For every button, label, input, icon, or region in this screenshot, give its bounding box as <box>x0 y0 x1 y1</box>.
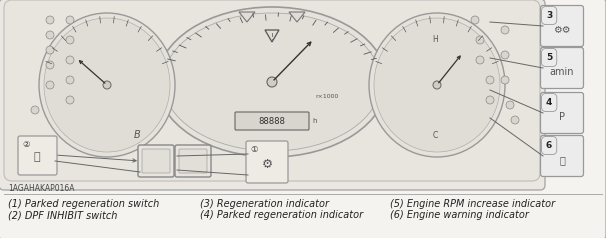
Text: 5: 5 <box>546 53 552 62</box>
Circle shape <box>46 81 54 89</box>
Polygon shape <box>265 30 279 42</box>
Text: (2) DPF INHIBIT switch: (2) DPF INHIBIT switch <box>8 210 118 220</box>
FancyBboxPatch shape <box>179 149 207 173</box>
FancyBboxPatch shape <box>541 5 584 46</box>
Text: 3: 3 <box>546 11 552 20</box>
Text: B: B <box>134 130 141 140</box>
Circle shape <box>103 81 111 89</box>
FancyBboxPatch shape <box>541 93 584 134</box>
Text: (6) Engine warning indicator: (6) Engine warning indicator <box>390 210 529 220</box>
Circle shape <box>46 61 54 69</box>
Ellipse shape <box>369 13 505 157</box>
Text: h: h <box>312 118 316 124</box>
Ellipse shape <box>157 7 387 157</box>
Text: 🔑: 🔑 <box>34 152 41 162</box>
Circle shape <box>506 101 514 109</box>
Circle shape <box>501 76 509 84</box>
Ellipse shape <box>44 18 170 152</box>
Text: (5) Engine RPM increase indicator: (5) Engine RPM increase indicator <box>390 199 555 209</box>
Text: H: H <box>432 35 438 45</box>
Circle shape <box>267 77 277 87</box>
Text: ②: ② <box>22 140 30 149</box>
FancyBboxPatch shape <box>4 0 540 181</box>
Circle shape <box>66 16 74 24</box>
Text: amin: amin <box>550 67 574 77</box>
Circle shape <box>66 96 74 104</box>
Text: ⚙⚙: ⚙⚙ <box>553 25 571 35</box>
FancyBboxPatch shape <box>175 145 211 177</box>
Text: !: ! <box>270 33 273 41</box>
FancyBboxPatch shape <box>142 149 170 173</box>
Circle shape <box>471 16 479 24</box>
Circle shape <box>46 31 54 39</box>
Text: r×1000: r×1000 <box>315 94 339 99</box>
FancyBboxPatch shape <box>246 141 288 183</box>
Polygon shape <box>289 12 305 22</box>
FancyBboxPatch shape <box>18 136 57 175</box>
Circle shape <box>46 16 54 24</box>
FancyBboxPatch shape <box>0 0 545 190</box>
Circle shape <box>66 76 74 84</box>
Circle shape <box>66 56 74 64</box>
Text: (1) Parked regeneration switch: (1) Parked regeneration switch <box>8 199 159 209</box>
Ellipse shape <box>163 13 381 151</box>
Text: (3) Regeneration indicator: (3) Regeneration indicator <box>200 199 329 209</box>
Text: 1AGAHAKAP016A: 1AGAHAKAP016A <box>8 184 75 193</box>
FancyBboxPatch shape <box>138 145 174 177</box>
Text: ⚙: ⚙ <box>261 158 273 170</box>
Text: ①: ① <box>250 145 258 154</box>
Circle shape <box>476 56 484 64</box>
Ellipse shape <box>374 18 500 152</box>
Circle shape <box>511 116 519 124</box>
Circle shape <box>66 36 74 44</box>
Circle shape <box>46 46 54 54</box>
Circle shape <box>433 81 441 89</box>
FancyBboxPatch shape <box>235 112 309 130</box>
Circle shape <box>486 96 494 104</box>
Polygon shape <box>239 12 255 22</box>
Circle shape <box>476 36 484 44</box>
Text: P: P <box>559 112 565 122</box>
Circle shape <box>501 51 509 59</box>
Ellipse shape <box>39 13 175 157</box>
Circle shape <box>486 76 494 84</box>
Circle shape <box>31 106 39 114</box>
Text: 4: 4 <box>546 98 553 107</box>
FancyBboxPatch shape <box>541 48 584 89</box>
Circle shape <box>501 26 509 34</box>
FancyBboxPatch shape <box>541 135 584 177</box>
Text: (4) Parked regeneration indicator: (4) Parked regeneration indicator <box>200 210 363 220</box>
Text: C: C <box>432 130 438 139</box>
Text: 88888: 88888 <box>259 116 285 125</box>
Text: 🔑: 🔑 <box>559 155 565 165</box>
Text: 6: 6 <box>546 141 552 150</box>
